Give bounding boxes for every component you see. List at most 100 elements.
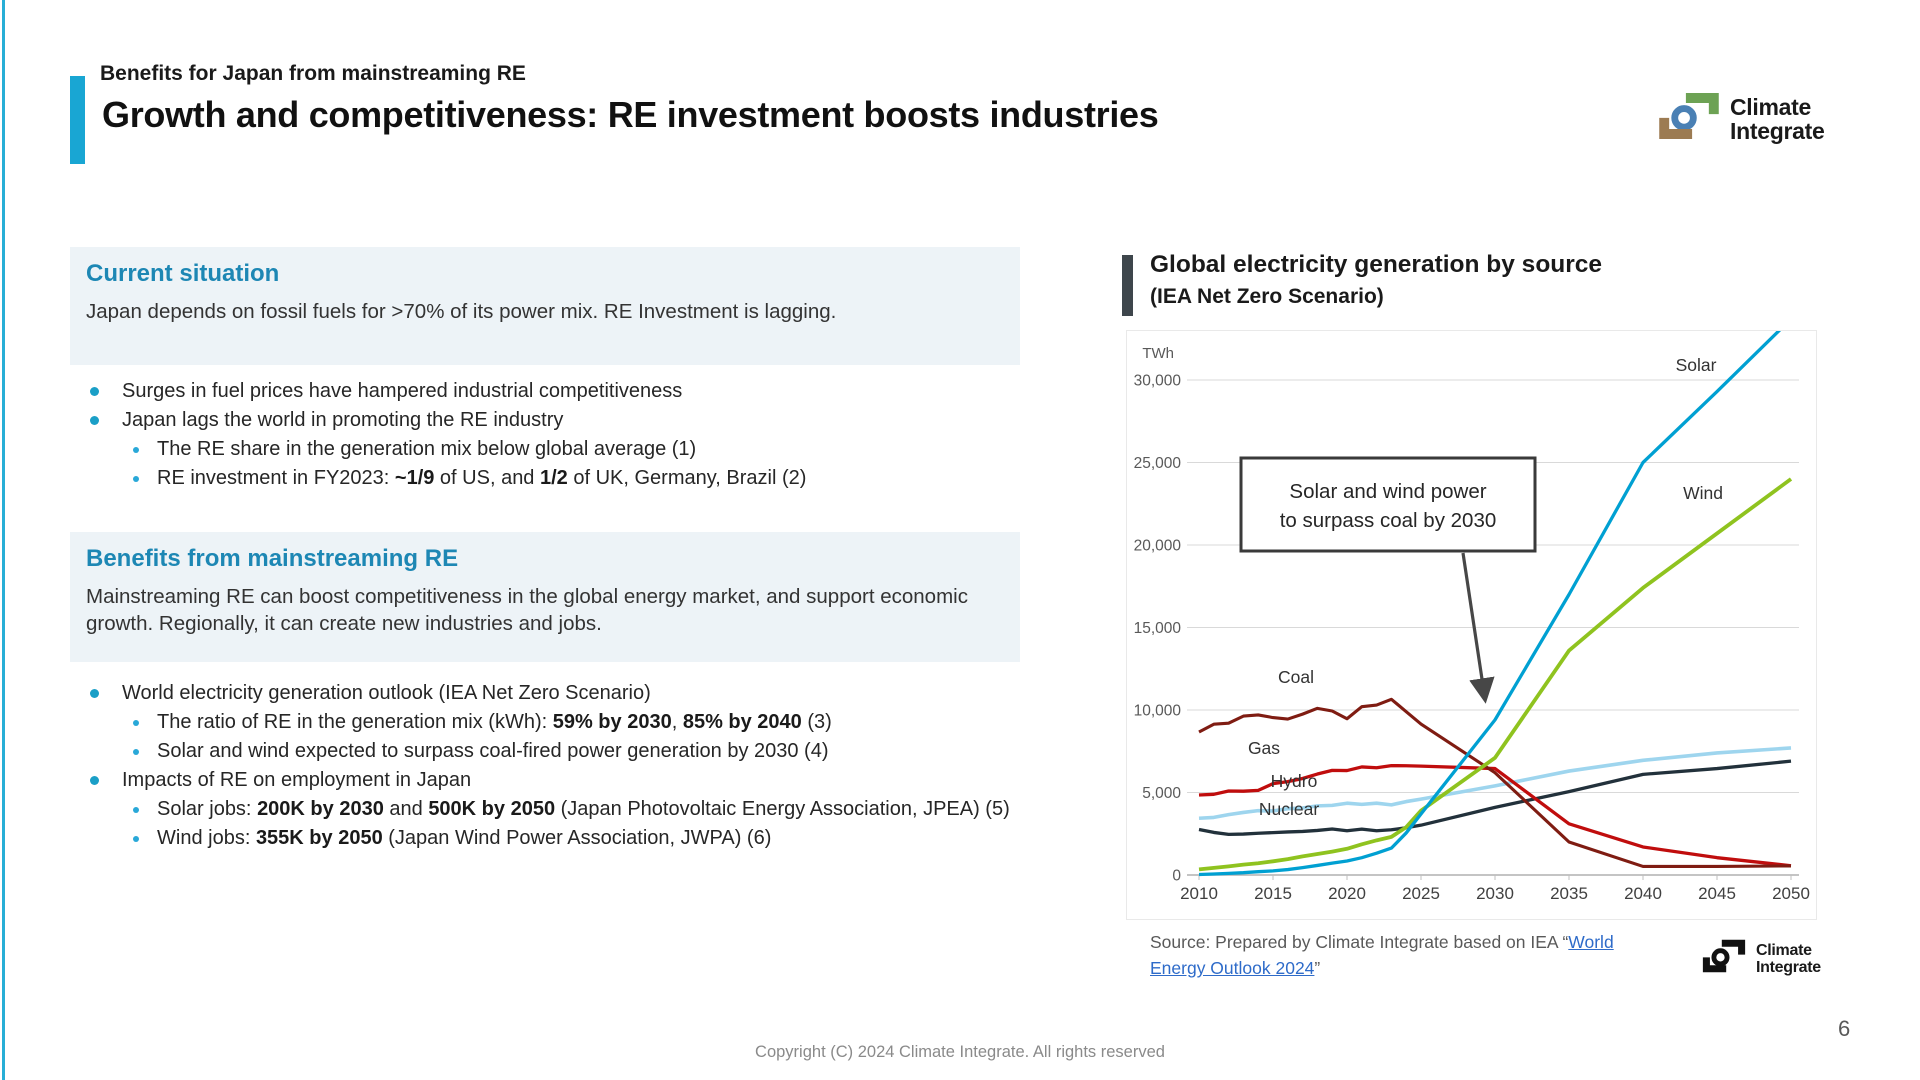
- svg-text:25,000: 25,000: [1134, 455, 1182, 472]
- series-line-hydro: [1198, 746, 1792, 821]
- bullet-text: The RE share in the generation mix below…: [157, 438, 697, 460]
- benefits-box: Benefits from mainstreaming RE Mainstrea…: [70, 532, 1020, 662]
- climate-integrate-logo-mono-icon: [1702, 936, 1746, 981]
- bullet-dot: [133, 720, 139, 726]
- bullet-dot: [133, 447, 139, 453]
- svg-text:30,000: 30,000: [1134, 373, 1182, 390]
- current-situation-box: Current situation Japan depends on fossi…: [70, 247, 1020, 365]
- bullet-dot: [90, 387, 99, 396]
- bullet-item: Impacts of RE on employment in Japan: [85, 766, 1020, 795]
- logo-mono-word-1: Climate: [1756, 941, 1812, 959]
- logo-word-2: Integrate: [1730, 117, 1825, 144]
- svg-text:2035: 2035: [1550, 884, 1588, 903]
- benefits-heading: Benefits from mainstreaming RE: [86, 545, 459, 572]
- bullet-item: The ratio of RE in the generation mix (k…: [85, 708, 1020, 737]
- series-label-gas: Gas: [1248, 738, 1280, 758]
- line-chart: 0 5,000 10,000 15,000 20,000 25,000 30,000 TWh 2…: [1126, 317, 1817, 920]
- series-line-solar: [1198, 317, 1793, 877]
- bullet-dot: [133, 749, 139, 755]
- bullet-item: RE investment in FY2023: ~1/9 of US, and…: [85, 464, 1020, 493]
- series-labels: Hydro Nuclear Gas Coal Wind Solar: [1248, 355, 1723, 819]
- climate-integrate-logo-mono: Climate Integrate: [1702, 936, 1821, 981]
- bullet-dot: [90, 416, 99, 425]
- x-axis-labels: 2010 2015 2020 2025 2030 2035 2040 2045 2050: [1180, 875, 1810, 903]
- chart-title-accent-bar: [1122, 255, 1133, 316]
- svg-text:10,000: 10,000: [1134, 703, 1182, 720]
- source-text: Source: Prepared by Climate Integrate ba…: [1150, 932, 1569, 952]
- left-edge-accent-strip: [2, 0, 5, 1080]
- svg-text:20,000: 20,000: [1134, 538, 1182, 555]
- annotation-arrow: [1461, 552, 1495, 704]
- svg-text:2050: 2050: [1772, 884, 1810, 903]
- copyright-footer: Copyright (C) 2024 Climate Integrate. Al…: [755, 1043, 1165, 1061]
- annotation-line-1: Solar and wind power: [1289, 480, 1486, 503]
- series-line-coal: [1198, 697, 1792, 868]
- bullet-text: RE investment in FY2023: ~1/9 of US, and…: [157, 467, 807, 489]
- svg-text:0: 0: [1172, 868, 1181, 885]
- series-lines: [1198, 317, 1793, 877]
- series-label-coal: Coal: [1278, 667, 1314, 687]
- bullet-item: Surges in fuel prices have hampered indu…: [85, 377, 1020, 406]
- bullet-dot: [133, 807, 139, 813]
- page-number: 6: [1838, 1016, 1851, 1041]
- svg-text:2030: 2030: [1476, 884, 1514, 903]
- series-label-hydro: Hydro: [1271, 771, 1318, 791]
- series-label-nuclear: Nuclear: [1259, 799, 1319, 819]
- svg-text:15,000: 15,000: [1134, 620, 1182, 637]
- series-label-wind: Wind: [1683, 483, 1723, 503]
- bullet-dot: [133, 476, 139, 482]
- y-axis-labels: 0 5,000 10,000 15,000 20,000 25,000 30,000: [1134, 373, 1182, 885]
- chart-source-note: Source: Prepared by Climate Integrate ba…: [1150, 929, 1642, 981]
- series-line-nuclear: [1198, 759, 1792, 837]
- series-line-wind: [1198, 477, 1793, 872]
- series-line-gas: [1198, 763, 1792, 868]
- series-label-solar: Solar: [1676, 355, 1717, 375]
- y-axis-unit: TWh: [1142, 345, 1174, 362]
- bullet-text: Japan lags the world in promoting the RE…: [122, 409, 564, 431]
- bullet-text: Wind jobs: 355K by 2050 (Japan Wind Powe…: [157, 827, 772, 849]
- current-situation-body: Japan depends on fossil fuels for >70% o…: [86, 300, 837, 323]
- source-text-suffix: ”: [1314, 958, 1321, 978]
- source-link[interactable]: World Energy Outlook 2024: [1150, 932, 1614, 978]
- current-situation-heading: Current situation: [86, 260, 280, 287]
- page-title: Growth and competitiveness: RE investmen…: [102, 94, 1159, 135]
- benefits-body: Mainstreaming RE can boost competitivene…: [86, 585, 968, 635]
- bullet-text: Impacts of RE on employment in Japan: [122, 769, 472, 791]
- bullet-item: Solar and wind expected to surpass coal-…: [85, 737, 1020, 766]
- logo-wordmark: Climate Integrate: [1730, 93, 1825, 144]
- bullet-text: Solar jobs: 200K by 2030 and 500K by 205…: [157, 798, 1010, 820]
- bullet-list-benefits: World electricity generation outlook (IE…: [85, 679, 1020, 853]
- slide-kicker: Benefits for Japan from mainstreaming RE: [100, 62, 526, 85]
- bullet-dot: [133, 836, 139, 842]
- bullet-text: World electricity generation outlook (IE…: [122, 682, 651, 704]
- bullet-item: The RE share in the generation mix below…: [85, 435, 1020, 464]
- bullet-text: Surges in fuel prices have hampered indu…: [122, 380, 683, 402]
- bullet-item: World electricity generation outlook (IE…: [85, 679, 1020, 708]
- chart-canvas: 0 5,000 10,000 15,000 20,000 25,000 30,000 TWh 2…: [1134, 317, 1810, 903]
- svg-text:2040: 2040: [1624, 884, 1662, 903]
- bullet-list-current: Surges in fuel prices have hampered indu…: [85, 377, 1020, 493]
- svg-text:2045: 2045: [1698, 884, 1736, 903]
- bullet-dot: [90, 689, 99, 698]
- chart-subtitle: (IEA Net Zero Scenario): [1150, 285, 1384, 308]
- logo-mono-word-2: Integrate: [1756, 958, 1821, 976]
- bullet-item: Japan lags the world in promoting the RE…: [85, 406, 1020, 435]
- svg-text:2010: 2010: [1180, 884, 1218, 903]
- svg-text:2015: 2015: [1254, 884, 1292, 903]
- climate-integrate-logo-icon: [1658, 88, 1720, 149]
- svg-text:2020: 2020: [1328, 884, 1366, 903]
- logo-word-1: Climate: [1730, 93, 1811, 120]
- svg-text:5,000: 5,000: [1142, 785, 1181, 802]
- logo-mono-wordmark: Climate Integrate: [1756, 942, 1821, 976]
- bullet-text: Solar and wind expected to surpass coal-…: [157, 740, 829, 762]
- climate-integrate-logo: Climate Integrate: [1658, 88, 1825, 149]
- annotation-box: [1239, 456, 1537, 553]
- chart-title: Global electricity generation by source: [1150, 251, 1603, 278]
- bullet-item: Solar jobs: 200K by 2030 and 500K by 205…: [85, 795, 1020, 824]
- annotation-callout: Solar and wind power to surpass coal by 2…: [1239, 456, 1537, 704]
- svg-text:2025: 2025: [1402, 884, 1440, 903]
- title-accent-bar: [70, 76, 85, 164]
- bullet-dot: [90, 776, 99, 785]
- annotation-line-2: to surpass coal by 2030: [1280, 509, 1497, 532]
